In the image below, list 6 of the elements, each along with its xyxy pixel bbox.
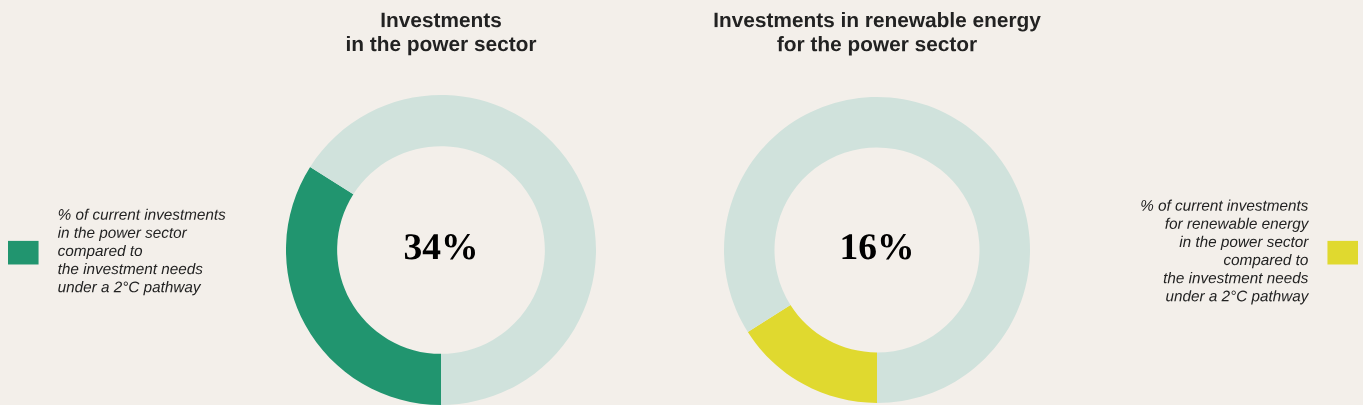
data-label: 16% xyxy=(842,234,911,260)
legend-label: % of current investments in the power sector compared to the investment needs under a 2°C pathway xyxy=(57,208,226,296)
data-label: 34% xyxy=(404,234,475,260)
chart-title: Investments in renewable energy for the power sector xyxy=(714,12,1041,56)
chart-title: Investments in the power sector xyxy=(346,12,537,56)
legend-label: % of current investments for renewable energy in the power sector compared to the investment needs under a 2°C pathway xyxy=(1141,199,1310,305)
